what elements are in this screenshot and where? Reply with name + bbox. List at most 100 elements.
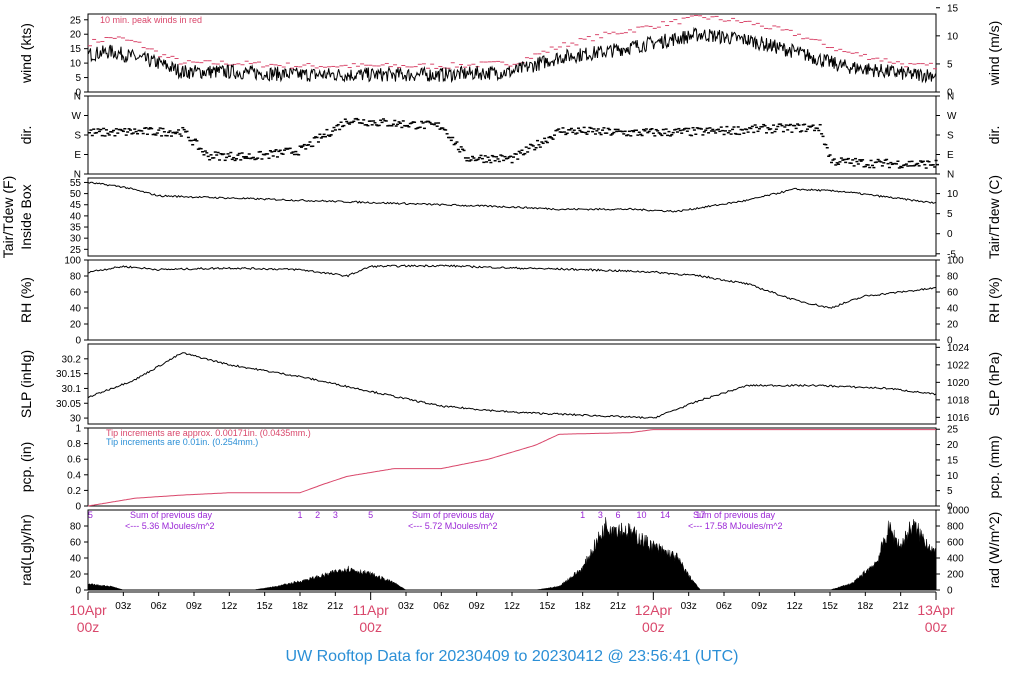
- x-hour-tick-label: 21z: [327, 601, 343, 612]
- rad-daily-sum-label: Sum of previous day: [412, 510, 495, 520]
- slp-right-tick-label: 1018: [947, 395, 970, 406]
- wind-right-tick-label: 15: [947, 3, 959, 14]
- wind-right-tick-label: 10: [947, 31, 959, 42]
- wind-left-tick-label: 15: [70, 44, 82, 55]
- x-hour-tick-label: 03z: [115, 601, 131, 612]
- x-hour-tick-label: 15z: [822, 601, 838, 612]
- x-hour-tick-label: 09z: [186, 601, 202, 612]
- pcp-left-tick-label: 1: [75, 424, 81, 435]
- rh-right-tick-label: 20: [947, 320, 959, 331]
- temp-ylabel-secondary: Inside Box: [18, 184, 34, 249]
- temp-left-tick-label: 40: [70, 211, 82, 222]
- slp-right-tick-label: 1022: [947, 360, 970, 371]
- rad-hour-mark: 14: [660, 510, 670, 520]
- x-day-label: 11Apr: [353, 602, 390, 618]
- slp-right-tick-label: 1020: [947, 378, 970, 389]
- rad-hour-mark: 3: [598, 510, 603, 520]
- slp-ylabel: SLP (inHg): [18, 350, 34, 418]
- rad-daily-sum-value: <--- 5.36 MJoules/m^2: [125, 521, 215, 531]
- rh-right-tick-label: 80: [947, 272, 959, 283]
- slp-left-tick-label: 30.05: [56, 399, 81, 410]
- pcp-ylabel-right: pcp. (mm): [986, 436, 1002, 499]
- dir-right-tick-label: S: [947, 131, 954, 142]
- slp-right-tick-label: 1024: [947, 343, 970, 354]
- temp-panel: [84, 177, 940, 257]
- rad-right-tick-label: 1000: [947, 506, 970, 517]
- x-hour-tick-label: 06z: [716, 601, 732, 612]
- wind-peak-annotation: 10 min. peak winds in red: [100, 15, 202, 25]
- pcp-panel: [84, 427, 940, 507]
- slp-ylabel-right: SLP (hPa): [986, 352, 1002, 416]
- x-hour-tick-label: 12z: [221, 601, 237, 612]
- x-day-time-label: 00z: [925, 619, 948, 635]
- wind-ylabel: wind (kts): [18, 23, 34, 84]
- x-day-label: 12Apr: [635, 602, 673, 618]
- temp-left-tick-label: 45: [70, 200, 82, 211]
- pcp-right-tick-label: 0: [947, 502, 953, 513]
- dir-right-tick-label: E: [947, 150, 954, 161]
- rad-ylabel-right: rad (W/m^2): [986, 512, 1002, 589]
- pcp-left-tick-label: 0: [75, 502, 81, 513]
- temp-left-tick-label: 55: [70, 178, 82, 189]
- temp-right-tick-label: 10: [947, 189, 959, 200]
- pcp-left-tick-label: 0.8: [67, 439, 81, 450]
- wind-ylabel-right: wind (m/s): [986, 21, 1002, 87]
- slp-right-tick-label: 1016: [947, 413, 970, 424]
- rad-right-tick-label: 600: [947, 538, 964, 549]
- dir-left-tick-label: W: [72, 111, 82, 122]
- rh-left-tick-label: 60: [70, 288, 82, 299]
- x-day-time-label: 00z: [642, 619, 665, 635]
- rad-daily-sum-label: Sum of previous day: [693, 510, 776, 520]
- wind-left-tick-label: 10: [70, 59, 82, 70]
- x-hour-tick-label: 03z: [398, 601, 414, 612]
- x-hour-tick-label: 15z: [539, 601, 555, 612]
- x-day-time-label: 00z: [77, 619, 100, 635]
- wind-left-tick-label: 5: [75, 73, 81, 84]
- wind-panel: [84, 7, 940, 93]
- x-hour-tick-label: 06z: [151, 601, 167, 612]
- x-hour-tick-label: 21z: [893, 601, 909, 612]
- x-hour-tick-label: 21z: [610, 601, 626, 612]
- rad-right-tick-label: 0: [947, 586, 953, 597]
- x-hour-tick-label: 12z: [787, 601, 803, 612]
- pcp-right-tick-label: 5: [947, 486, 953, 497]
- rh-right-tick-label: 100: [947, 256, 964, 267]
- slp-left-tick-label: 30.1: [62, 384, 82, 395]
- dir-left-tick-label: S: [74, 131, 81, 142]
- x-hour-tick-label: 12z: [504, 601, 520, 612]
- radiation-area: [87, 517, 937, 591]
- x-hour-tick-label: 15z: [257, 601, 273, 612]
- dir-ylabel-right: dir.: [986, 126, 1002, 145]
- dir-left-tick-label: E: [74, 150, 81, 161]
- wind-right-tick-label: 5: [947, 59, 953, 70]
- temp-left-tick-label: 25: [70, 245, 82, 256]
- rad-hour-mark: 6: [615, 510, 620, 520]
- rad-left-tick-label: 80: [70, 522, 82, 533]
- temp-right-tick-label: -5: [947, 249, 956, 260]
- wind-left-tick-label: 20: [70, 30, 82, 41]
- pcp-tip-note-red: Tip increments are approx. 0.00171in. (0…: [106, 428, 311, 438]
- slp-frame: [87, 343, 937, 425]
- rh-panel: [84, 259, 940, 341]
- rh-ylabel-right: RH (%): [986, 277, 1002, 323]
- pcp-right-tick-label: 20: [947, 440, 959, 451]
- temp-left-tick-label: 50: [70, 189, 82, 200]
- wind-left-tick-label: 0: [75, 88, 81, 99]
- dir-right-tick-label: N: [947, 92, 954, 103]
- x-hour-tick-label: 18z: [292, 601, 308, 612]
- pcp-series-line: [87, 429, 936, 507]
- dir-ylabel: dir.: [18, 126, 34, 145]
- rad-daily-sum-label: Sum of previous day: [130, 510, 213, 520]
- pcp-tip-note-blue: Tip increments are 0.01in. (0.254mm.): [106, 437, 258, 447]
- rad-right-tick-label: 200: [947, 570, 964, 581]
- x-hour-tick-label: 18z: [857, 601, 873, 612]
- rh-right-tick-label: 0: [947, 336, 953, 347]
- slp-series-line: [87, 352, 937, 420]
- temp-ylabel: Tair/Tdew (F): [0, 176, 16, 258]
- x-day-time-label: 00z: [359, 619, 382, 635]
- dir-right-tick-label: W: [947, 111, 957, 122]
- x-hour-tick-label: 18z: [575, 601, 591, 612]
- rh-frame: [87, 259, 937, 341]
- wind-speed-line: [87, 26, 936, 84]
